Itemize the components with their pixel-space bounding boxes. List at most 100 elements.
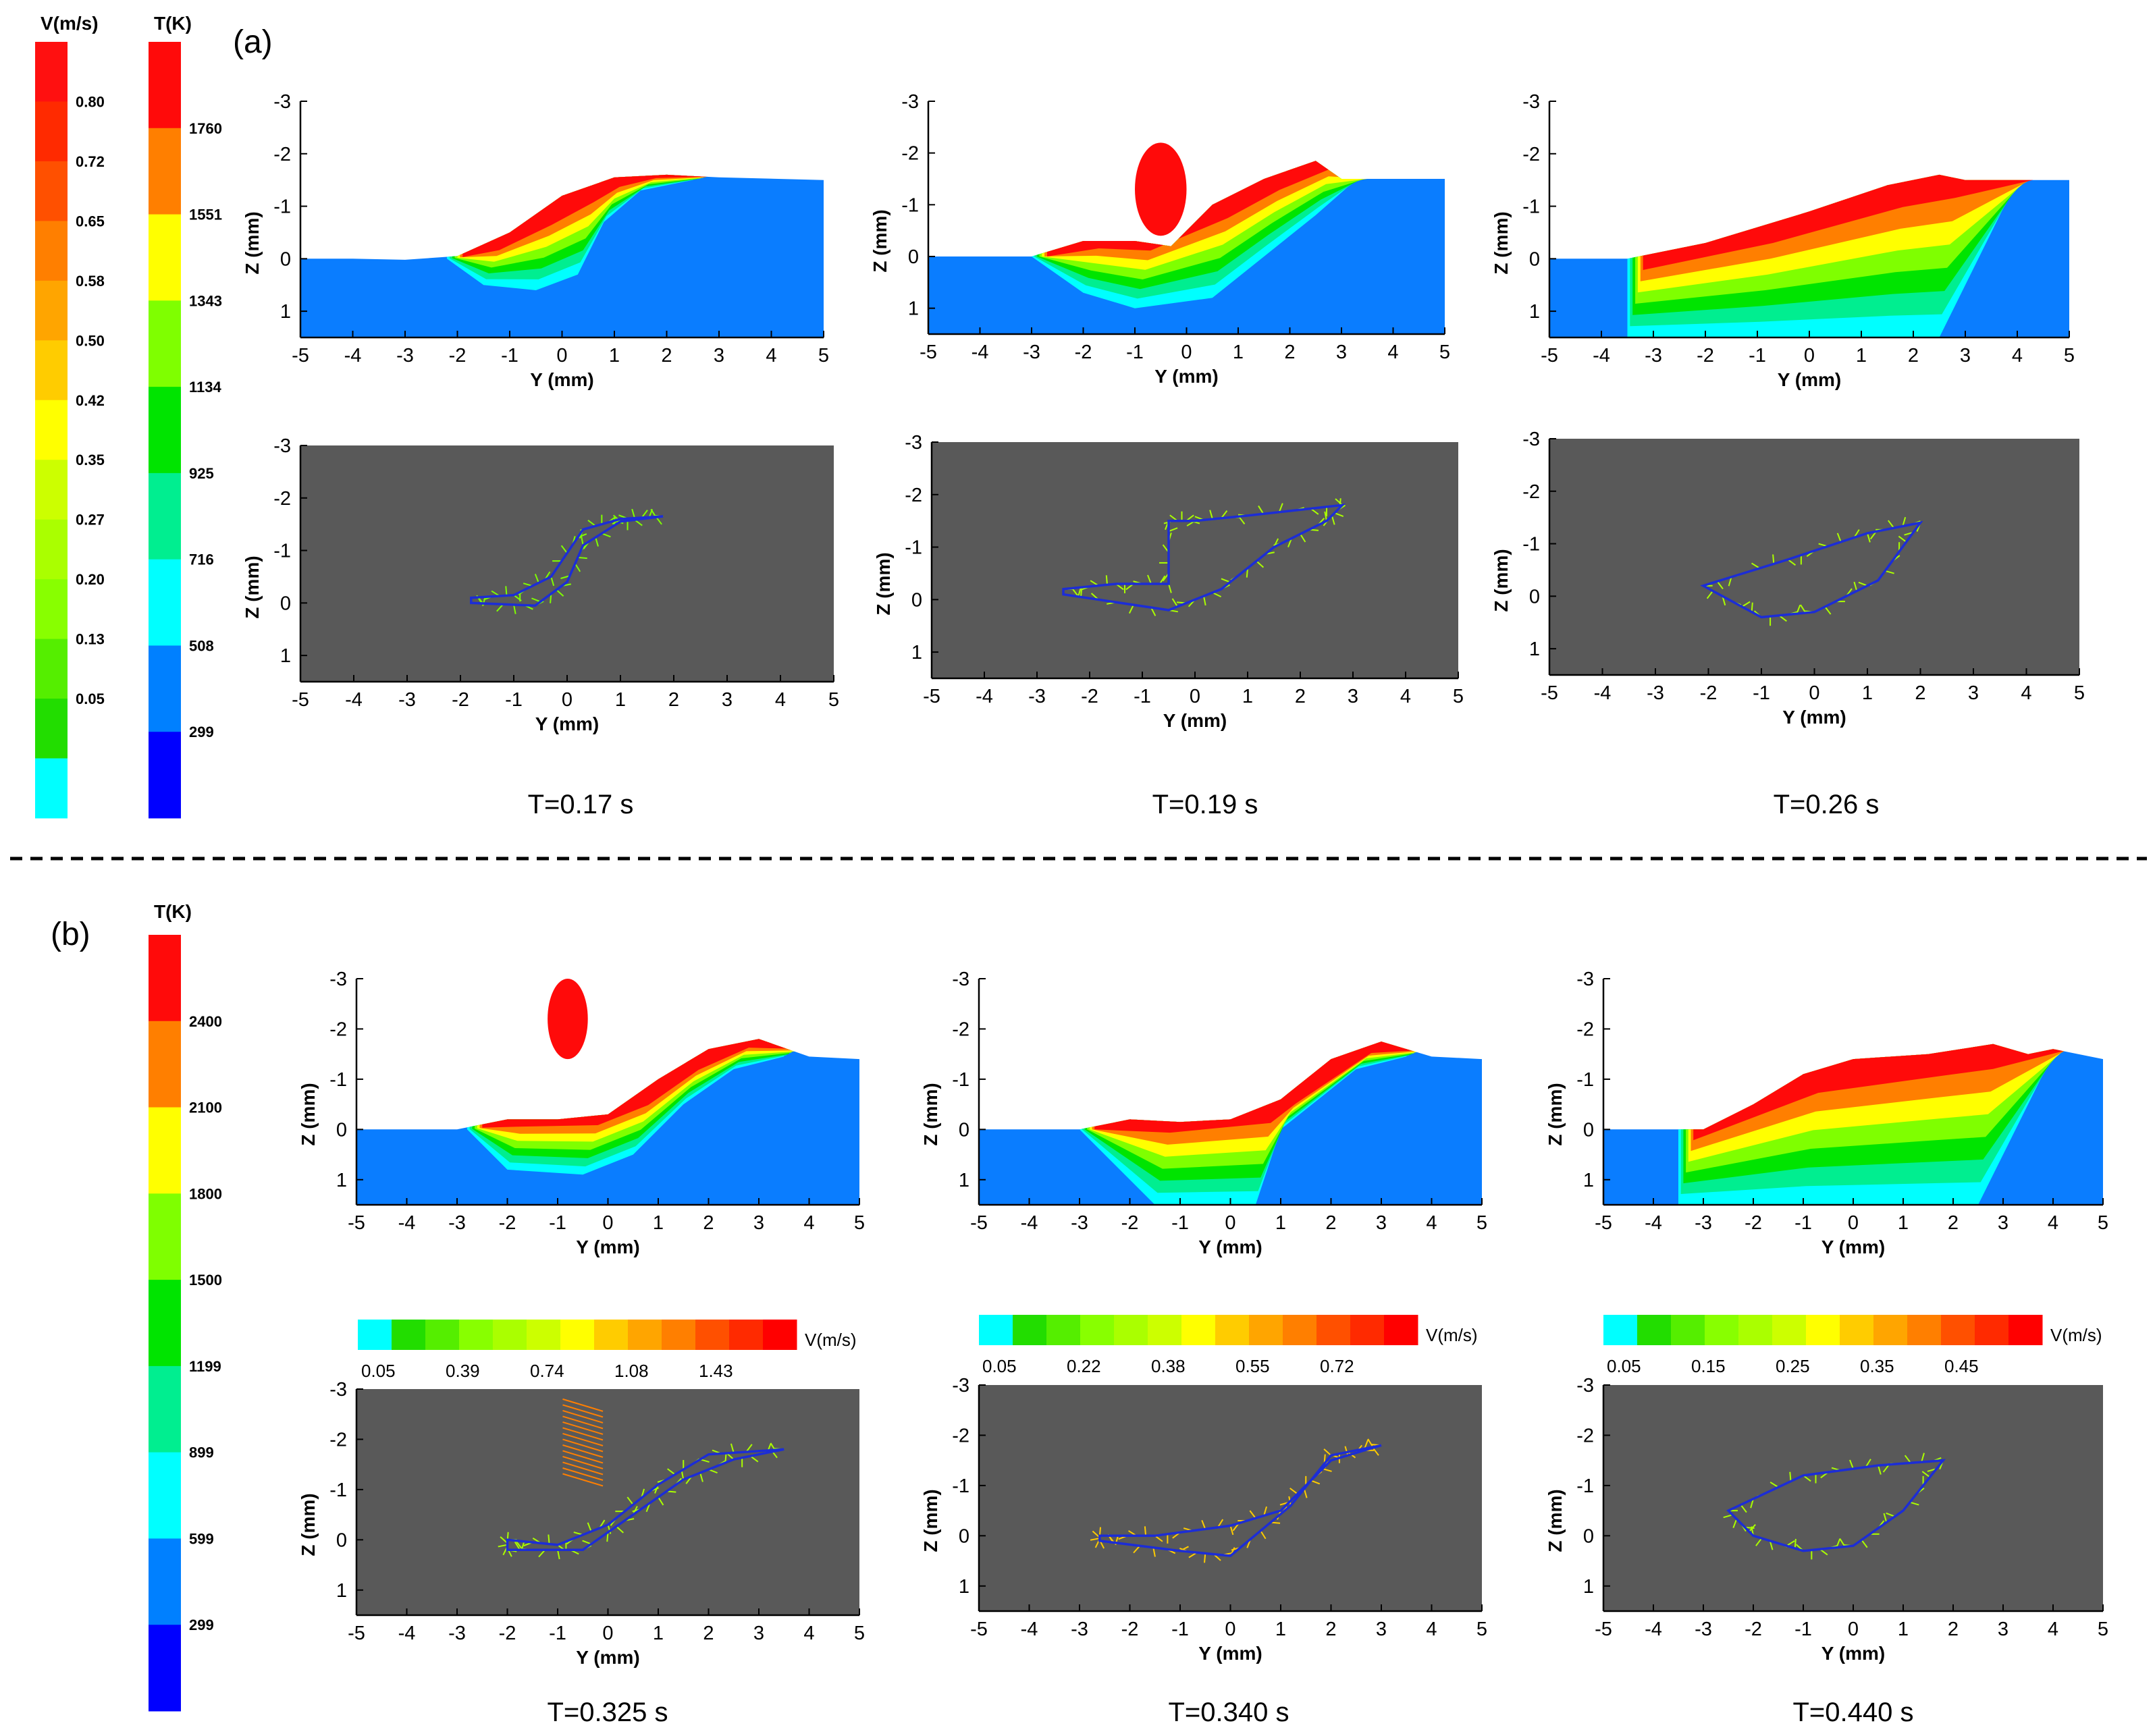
x-tick-label: -5 bbox=[1595, 1212, 1612, 1234]
x-tick-label: -1 bbox=[505, 689, 523, 711]
x-tick-label: 5 bbox=[1439, 342, 1450, 363]
legend-swatch bbox=[560, 1320, 595, 1350]
legend-swatch bbox=[35, 280, 68, 341]
plots-layer: -5 -4 -3 -2 -1 0 1 2 3 4 5 -3 -2 -1 0 1 Y (mm) Z (mm) -5 -4… bbox=[242, 91, 2108, 1727]
legend-swatch bbox=[729, 1320, 764, 1350]
x-tick-label: -2 bbox=[1121, 1212, 1139, 1234]
x-tick-label: -1 bbox=[1134, 686, 1151, 707]
legend-swatch bbox=[1013, 1315, 1047, 1345]
x-tick-label: -2 bbox=[1081, 686, 1098, 707]
y-tick-label: -1 bbox=[952, 1069, 969, 1091]
velocity-vector bbox=[1256, 560, 1265, 568]
legend-swatch bbox=[1350, 1315, 1385, 1345]
x-tick-label: 2 bbox=[1325, 1212, 1336, 1234]
x-tick-label: -5 bbox=[1541, 345, 1558, 367]
legend-tick-label: 0.45 bbox=[1944, 1356, 1979, 1376]
legend-swatch bbox=[1941, 1315, 1975, 1345]
velocity-vector bbox=[1853, 581, 1858, 591]
legend-tick-label: 0.58 bbox=[76, 273, 105, 290]
legend-tick-label: 2100 bbox=[189, 1100, 222, 1116]
x-tick-label: -4 bbox=[1021, 1619, 1038, 1640]
velocity-vector bbox=[557, 1550, 560, 1560]
x-tick-label: -5 bbox=[292, 689, 309, 711]
legend-tick-label: 599 bbox=[189, 1530, 214, 1547]
legend-tick-label: 0.20 bbox=[76, 571, 105, 588]
x-tick-label: 2 bbox=[1325, 1619, 1336, 1640]
y-tick-label: -1 bbox=[901, 194, 919, 216]
velocity-vector bbox=[1904, 1455, 1911, 1463]
x-tick-label: 0 bbox=[1804, 345, 1815, 367]
legend-swatch bbox=[1637, 1315, 1672, 1345]
x-tick-label: -3 bbox=[396, 345, 414, 367]
time-label: T=0.19 s bbox=[1152, 790, 1258, 819]
velocity-vector bbox=[548, 1534, 550, 1544]
x-tick-label: 5 bbox=[2098, 1619, 2108, 1640]
x-tick-label: 3 bbox=[1376, 1212, 1387, 1234]
x-tick-label: 3 bbox=[1998, 1212, 2008, 1234]
velocity-vector bbox=[587, 520, 596, 527]
x-axis-title: Y (mm) bbox=[535, 713, 599, 734]
velocity-vector bbox=[1849, 1459, 1854, 1469]
plot-8: -5 -4 -3 -2 -1 0 1 2 3 4 5 -3 -2 -1 0 1 Y (mm) Z (mm) bbox=[920, 969, 1487, 1257]
x-tick-label: 4 bbox=[803, 1623, 814, 1644]
legend-swatch bbox=[35, 340, 68, 401]
x-tick-label: 1 bbox=[1275, 1212, 1286, 1234]
legend-swatch bbox=[149, 1538, 181, 1625]
velocity-vector bbox=[1755, 1538, 1763, 1546]
velocity-vector bbox=[1147, 574, 1152, 585]
pool-outline bbox=[1726, 1459, 1946, 1552]
x-tick-label: -2 bbox=[1075, 342, 1092, 363]
y-tick-label: -2 bbox=[952, 1425, 969, 1446]
droplet bbox=[548, 979, 588, 1060]
x-tick-label: 4 bbox=[766, 345, 776, 367]
legend-tick-label: 0.05 bbox=[1607, 1356, 1641, 1376]
legend-b-velocity-3: V(m/s) 0.05 0.15 0.25 0.35 0.45 bbox=[1603, 1315, 2102, 1376]
velocity-vector bbox=[1741, 601, 1751, 607]
legend-swatch bbox=[35, 639, 68, 699]
velocity-vector bbox=[699, 1472, 703, 1482]
velocity-vector bbox=[498, 1544, 508, 1548]
legend-tick-label: 0.35 bbox=[1860, 1356, 1894, 1376]
droplet-vector bbox=[562, 1409, 604, 1423]
velocity-vector bbox=[575, 563, 581, 572]
temperature-field bbox=[979, 1041, 1482, 1205]
velocity-vector bbox=[1902, 516, 1907, 526]
velocity-vector bbox=[1303, 1488, 1308, 1498]
y-tick-label: -1 bbox=[905, 537, 922, 559]
y-tick-label: -1 bbox=[1576, 1069, 1594, 1091]
x-tick-label: 5 bbox=[1476, 1212, 1487, 1234]
y-tick-label: 0 bbox=[1529, 248, 1540, 270]
x-tick-label: 3 bbox=[1348, 686, 1358, 707]
x-tick-label: -5 bbox=[970, 1619, 988, 1640]
x-tick-label: 1 bbox=[609, 345, 620, 367]
y-tick-label: 1 bbox=[911, 642, 922, 663]
legend-tick-label: 0.65 bbox=[76, 213, 105, 229]
velocity-vector bbox=[1372, 1447, 1379, 1456]
legend-swatch bbox=[1603, 1315, 1638, 1345]
y-tick-label: 1 bbox=[280, 301, 291, 323]
x-axis-title: Y (mm) bbox=[1821, 1237, 1885, 1257]
velocity-vector bbox=[1209, 510, 1213, 520]
legend-tick-label: 299 bbox=[189, 1617, 214, 1633]
legend-swatch bbox=[149, 1021, 181, 1108]
x-tick-label: 0 bbox=[1181, 342, 1192, 363]
y-tick-label: 1 bbox=[959, 1576, 969, 1598]
legend-tick-label: 0.15 bbox=[1691, 1356, 1726, 1376]
x-tick-label: -4 bbox=[1645, 1212, 1662, 1234]
legend-tick-label: 0.38 bbox=[1151, 1356, 1186, 1376]
legend-swatch bbox=[695, 1320, 730, 1350]
velocity-vector bbox=[1217, 1519, 1224, 1528]
x-tick-label: 5 bbox=[2064, 345, 2075, 367]
legend-tick-label: 1343 bbox=[189, 292, 222, 309]
temperature-field bbox=[300, 174, 824, 337]
legend-swatch bbox=[1975, 1315, 2009, 1345]
velocity-vector bbox=[1289, 1488, 1298, 1495]
x-tick-label: -1 bbox=[1126, 342, 1144, 363]
x-tick-label: -2 bbox=[452, 689, 469, 711]
velocity-vector bbox=[514, 1541, 521, 1550]
y-tick-label: -2 bbox=[901, 143, 919, 165]
y-tick-label: -1 bbox=[329, 1069, 347, 1091]
y-axis-title: Z (mm) bbox=[298, 1083, 319, 1145]
x-tick-label: -5 bbox=[970, 1212, 988, 1234]
